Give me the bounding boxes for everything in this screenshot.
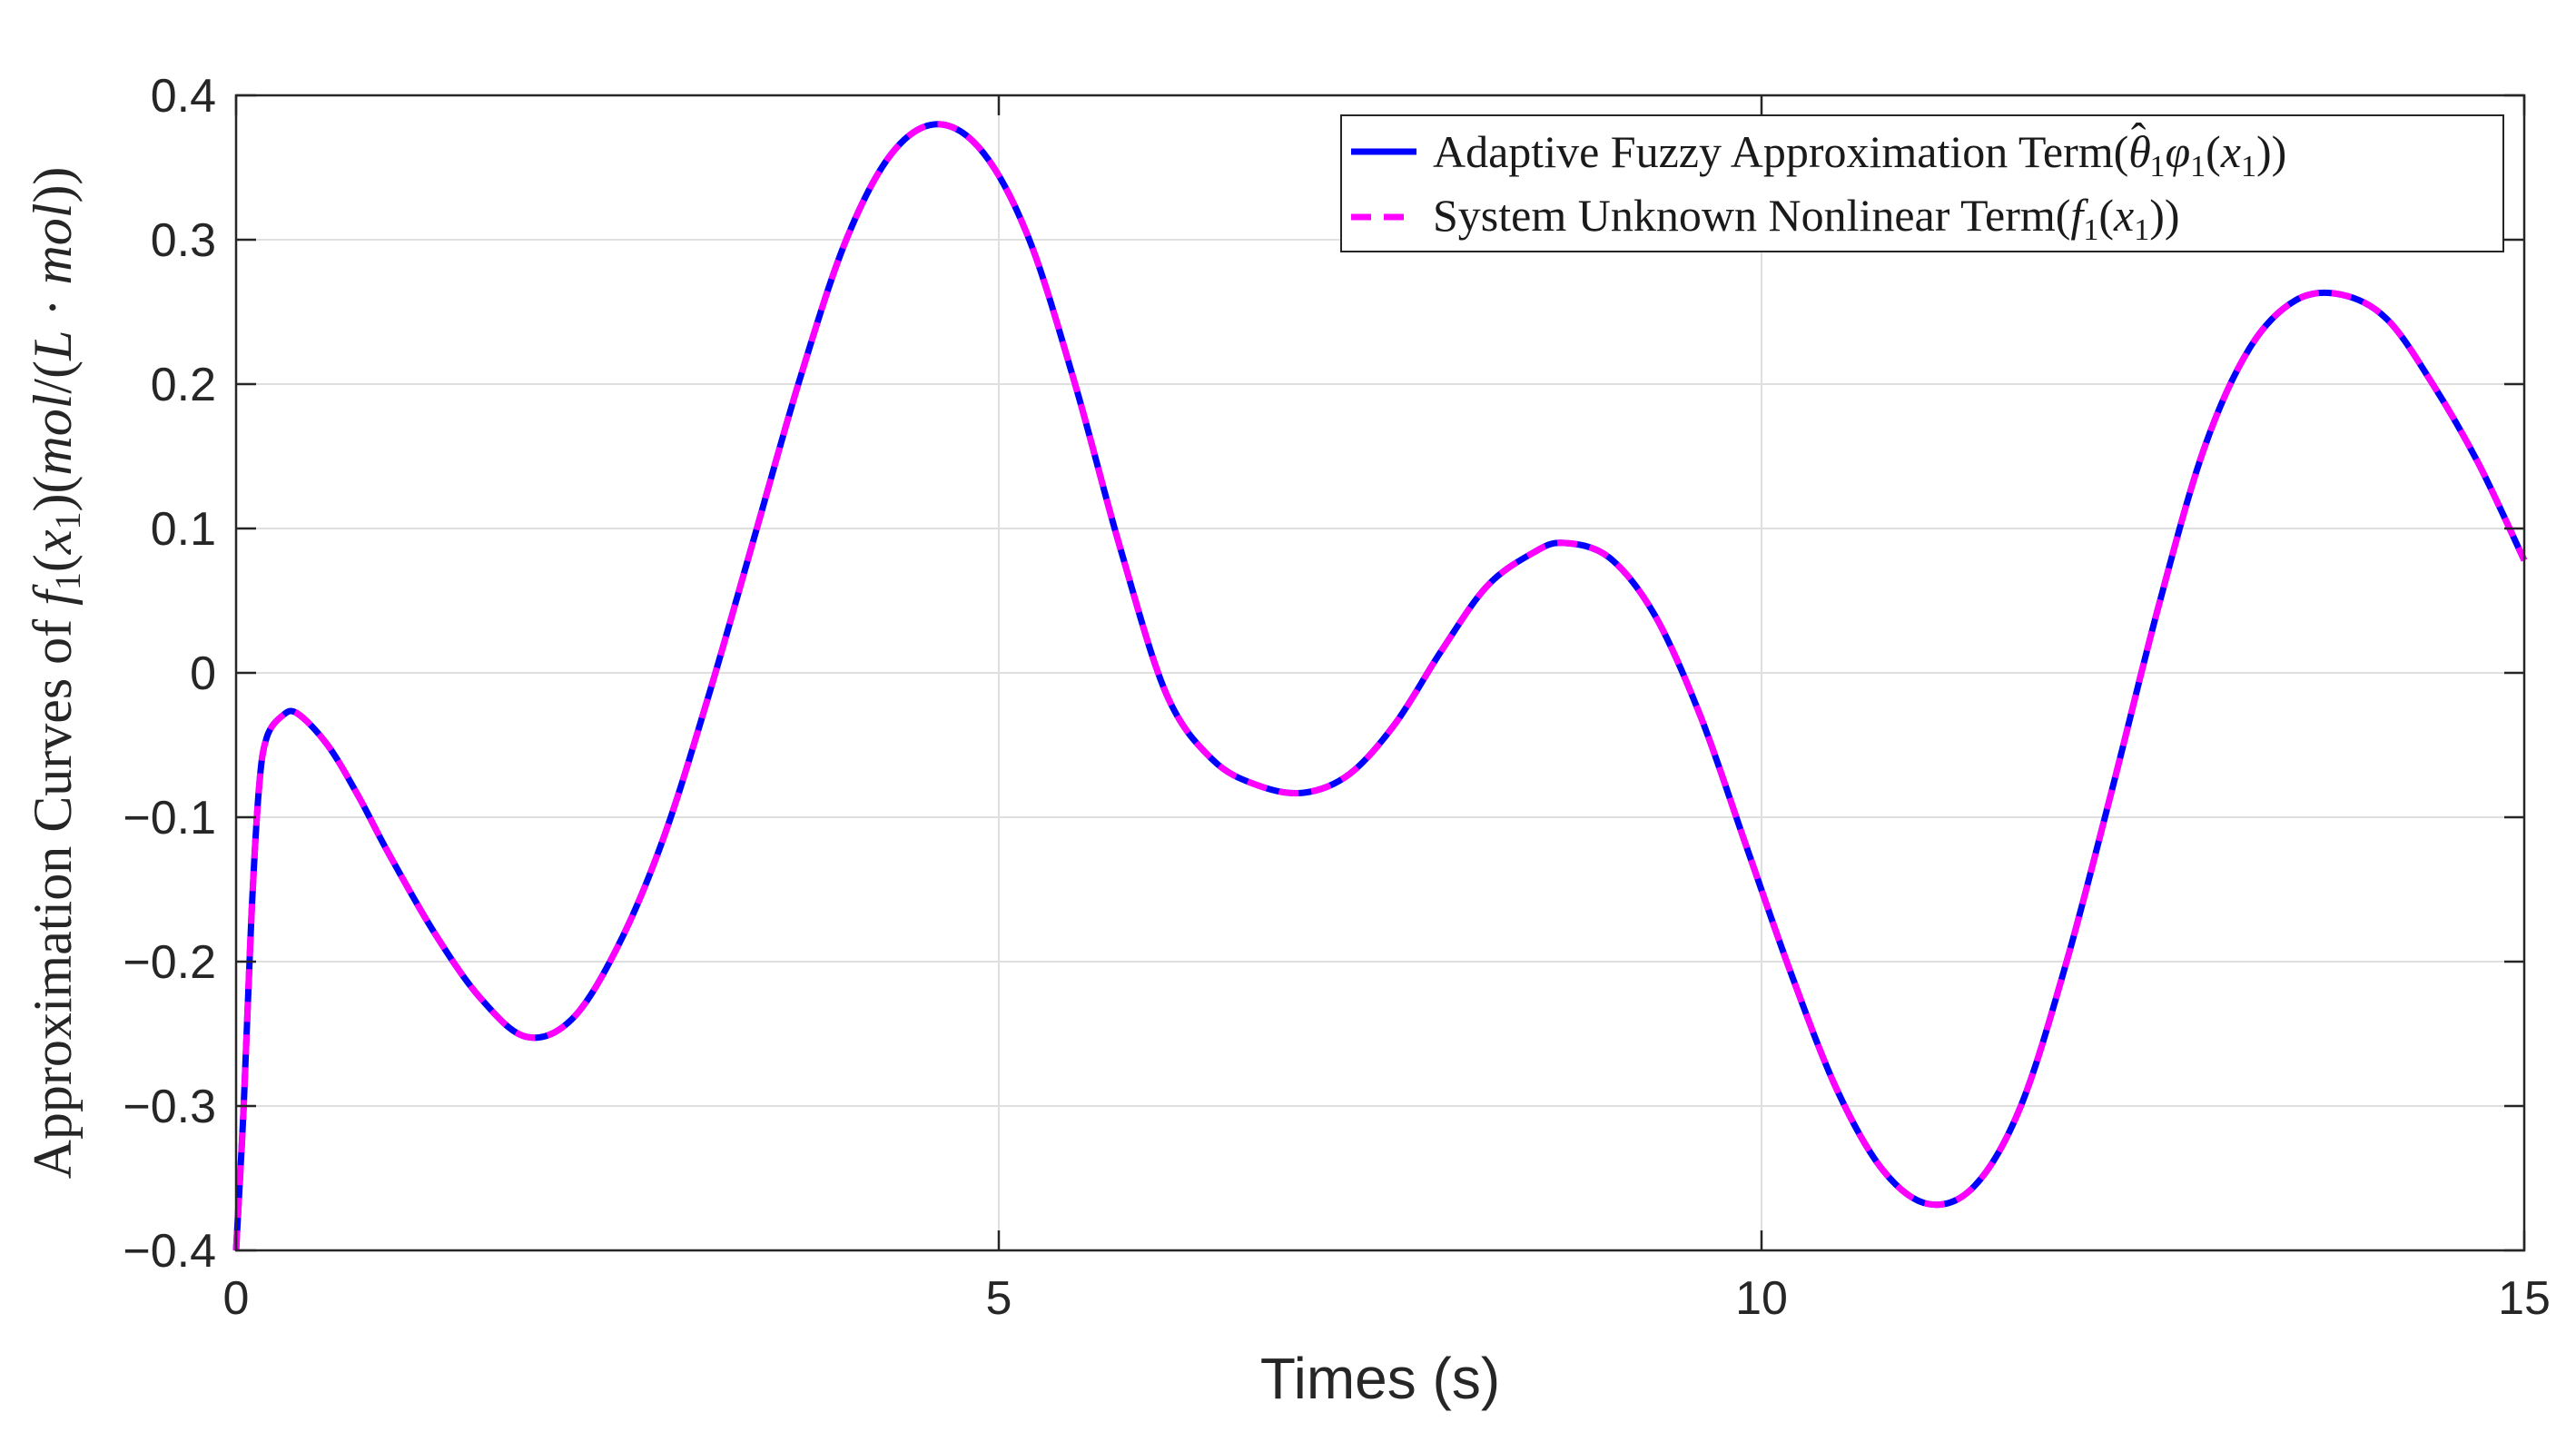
legend-1-sub3: 1: [2241, 150, 2256, 183]
legend-2-sub1: 1: [2083, 213, 2098, 247]
y-axis-label-L: L: [23, 331, 83, 361]
legend-1-sub2: 1: [2190, 150, 2206, 183]
y-axis-label-mol1: mol: [23, 394, 83, 476]
y-tick-label: 0: [190, 647, 216, 700]
legend: Adaptive Fuzzy Approximation Term(θˆ1φ1(…: [1340, 114, 2504, 252]
legend-1-theta: θ: [2128, 126, 2151, 177]
legend-1-x: x: [2220, 126, 2241, 177]
y-axis-label-close: )): [23, 167, 83, 203]
y-axis-label-mid: )(: [23, 476, 83, 512]
y-axis-label-sub1: 1: [47, 572, 88, 590]
legend-2-close: )): [2149, 190, 2179, 241]
legend-2-x: x: [2113, 190, 2134, 241]
y-axis-label-open: (: [23, 554, 83, 572]
y-axis-label-prefix: Approximation Curves of: [23, 606, 83, 1180]
y-axis-label-mol2: mol: [23, 203, 83, 285]
legend-1-hat: ˆ: [2131, 114, 2147, 164]
y-tick-label: −0.3: [123, 1081, 216, 1133]
y-tick-label: 0.3: [151, 214, 216, 267]
y-tick-label: 0.1: [151, 503, 216, 556]
series-line-2: [232, 121, 2528, 1251]
legend-label-series-2: System Unknown Nonlinear Term(f1(x1)): [1433, 190, 2180, 247]
legend-1-prefix: Adaptive Fuzzy Approximation Term(: [1433, 126, 2128, 177]
y-tick-label: −0.2: [123, 936, 216, 989]
series-lines: [232, 121, 2528, 1251]
y-tick-label: 0.4: [151, 70, 216, 123]
y-axis-label-sub2: 1: [47, 512, 88, 530]
x-tick-label: 0: [223, 1272, 250, 1325]
x-tick-label: 15: [2498, 1272, 2551, 1325]
y-axis-label-x: x: [23, 529, 83, 555]
x-axis-label: Times (s): [1260, 1346, 1500, 1411]
legend-2-sub2: 1: [2134, 213, 2149, 247]
y-axis-label-dot: ·: [23, 285, 83, 331]
legend-2-prefix: System Unknown Nonlinear Term(: [1433, 190, 2070, 241]
legend-1-open: (: [2206, 126, 2221, 177]
legend-label-series-1: Adaptive Fuzzy Approximation Term(θˆ1φ1(…: [1433, 114, 2286, 183]
x-tick-label: 5: [986, 1272, 1012, 1325]
y-axis-label-slash: /(: [23, 360, 83, 394]
y-tick-label: 0.2: [151, 359, 216, 411]
x-tick-label: 10: [1735, 1272, 1788, 1325]
y-tick-label: −0.1: [123, 792, 216, 844]
legend-1-close: )): [2256, 126, 2286, 177]
legend-2-open: (: [2098, 190, 2114, 241]
legend-1-phi: φ: [2165, 126, 2190, 177]
y-tick-label: −0.4: [123, 1225, 216, 1278]
y-axis-label: Approximation Curves of f1(x1)(mol/(L · …: [23, 167, 88, 1180]
legend-box: [1340, 114, 2504, 252]
legend-1-sub1: 1: [2149, 150, 2165, 183]
axis-ticks: 0 5 10 15 −0.4 −0.3 −0.2 −0.1 0 0.1 0.2 0.3 0.4: [123, 70, 2551, 1325]
